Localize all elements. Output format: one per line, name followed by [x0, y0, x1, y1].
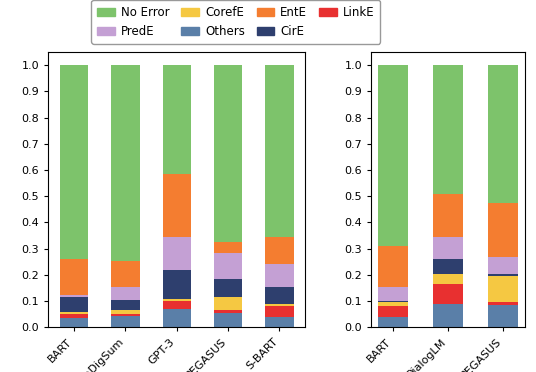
Bar [378, 287, 408, 301]
Bar [265, 264, 294, 287]
Bar [433, 304, 463, 327]
Bar [111, 300, 139, 310]
Bar [162, 298, 191, 301]
Bar [162, 270, 191, 298]
Bar [60, 297, 88, 312]
Bar [111, 287, 139, 300]
Bar [265, 304, 294, 307]
Bar [488, 257, 518, 274]
Bar [214, 65, 242, 242]
Bar [378, 302, 408, 307]
Bar [488, 305, 518, 327]
Bar [378, 65, 408, 246]
Bar [433, 65, 463, 194]
Bar [488, 302, 518, 305]
Bar [162, 65, 191, 174]
Bar [111, 65, 139, 260]
Bar [214, 253, 242, 279]
Bar [265, 287, 294, 304]
Bar [433, 259, 463, 274]
Bar [214, 279, 242, 297]
Bar [60, 318, 88, 327]
Bar [488, 203, 518, 257]
Bar [433, 274, 463, 284]
Bar [265, 237, 294, 264]
Bar [111, 314, 139, 315]
Bar [60, 314, 88, 318]
Bar [162, 174, 191, 237]
Bar [433, 284, 463, 304]
Bar [378, 317, 408, 327]
Bar [265, 65, 294, 237]
Bar [111, 310, 139, 314]
Bar [488, 274, 518, 276]
Bar [378, 307, 408, 317]
Bar [60, 65, 88, 259]
Bar [111, 315, 139, 327]
Bar [214, 242, 242, 253]
Bar [214, 313, 242, 327]
Bar [214, 297, 242, 310]
Bar [488, 276, 518, 302]
Bar [265, 307, 294, 317]
Bar [162, 309, 191, 327]
Bar [378, 301, 408, 302]
Bar [433, 237, 463, 259]
Bar [60, 259, 88, 295]
Bar [214, 310, 242, 313]
Bar [378, 246, 408, 287]
Bar [265, 317, 294, 327]
Bar [433, 194, 463, 237]
Bar [162, 237, 191, 270]
Bar [162, 301, 191, 309]
Bar [111, 260, 139, 287]
Legend: No Error, PredE, CorefE, Others, EntE, CirE, LinkE: No Error, PredE, CorefE, Others, EntE, C… [92, 0, 380, 44]
Bar [488, 65, 518, 203]
Bar [60, 295, 88, 297]
Bar [60, 312, 88, 314]
